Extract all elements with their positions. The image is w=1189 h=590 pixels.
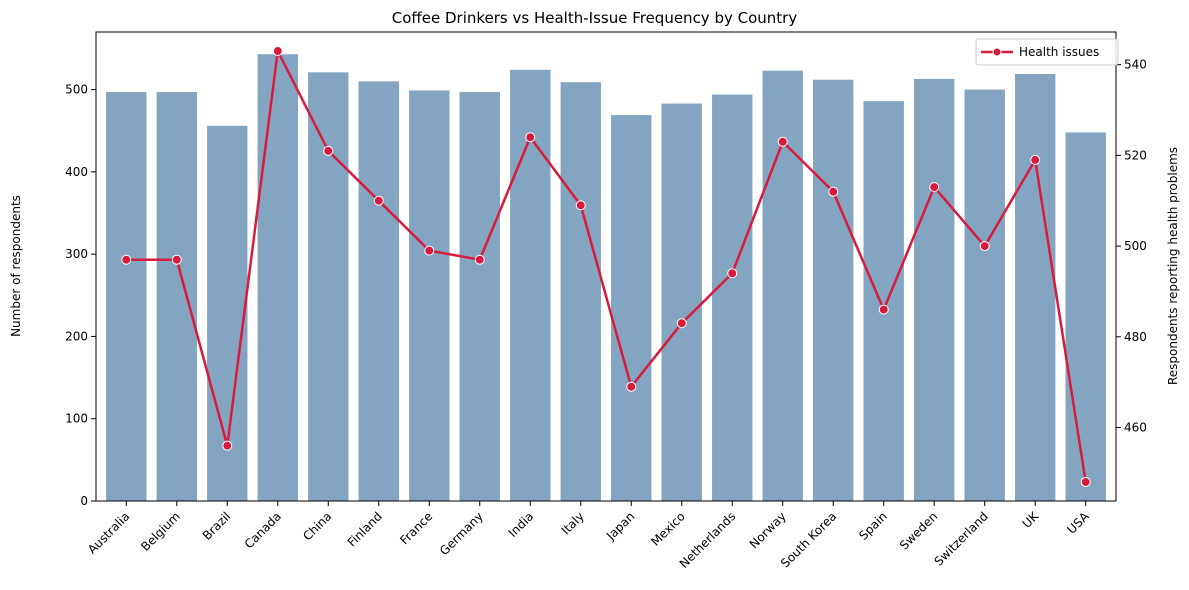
health-issues-point-china	[323, 145, 334, 156]
bar-japan	[611, 115, 652, 501]
y-tick-label: 400	[65, 165, 88, 179]
x-tick-label: India	[506, 509, 537, 540]
x-tick-label: Finland	[345, 509, 385, 549]
health-issues-point-india	[525, 132, 536, 143]
bar-switzerland	[964, 89, 1005, 501]
y-tick-label: 100	[65, 412, 88, 426]
x-tick-label: Switzerland	[931, 509, 990, 568]
bar-germany	[459, 92, 500, 501]
bar-italy	[560, 82, 601, 501]
bar-australia	[106, 92, 147, 501]
health-issues-point-canada	[272, 46, 283, 57]
health-issues-point-uk	[1030, 154, 1041, 165]
health-issues-point-mexico	[676, 318, 687, 329]
x-tick-label: Australia	[85, 509, 132, 556]
health-issues-point-belgium	[171, 254, 182, 265]
health-issues-point-france	[424, 245, 435, 256]
x-tick-label: Norway	[747, 509, 789, 551]
y2-tick-label: 480	[1124, 330, 1147, 344]
bar-uk	[1015, 73, 1056, 502]
y-tick-label: 500	[65, 83, 88, 97]
bar-norway	[762, 70, 803, 502]
health-issues-point-japan	[626, 381, 637, 392]
x-tick-label: UK	[1020, 508, 1042, 530]
x-tick-label: Japan	[603, 509, 637, 543]
y-tick-label: 0	[80, 494, 88, 508]
x-tick-label: Brazil	[200, 509, 234, 543]
bar-belgium	[156, 92, 197, 501]
health-issues-point-sweden	[929, 182, 940, 193]
health-issues-point-usa	[1080, 476, 1091, 487]
bar-mexico	[661, 103, 702, 501]
x-tick-label: Belgium	[138, 509, 183, 554]
health-issues-point-germany	[474, 254, 485, 265]
health-issues-point-switzerland	[979, 241, 990, 252]
y2-tick-label: 540	[1124, 58, 1147, 72]
bar-usa	[1065, 132, 1106, 501]
x-tick-label: USA	[1064, 509, 1092, 537]
bar-china	[308, 72, 349, 501]
health-issues-point-finland	[373, 195, 384, 206]
y-tick-label: 200	[65, 329, 88, 343]
health-issues-point-south-korea	[828, 186, 839, 197]
legend-marker-swatch	[992, 47, 1002, 57]
bar-canada	[257, 54, 298, 501]
x-tick-label: Italy	[559, 509, 587, 537]
x-tick-label: Mexico	[648, 509, 688, 549]
bar-france	[409, 90, 450, 502]
x-tick-label: China	[300, 509, 334, 543]
x-tick-label: Germany	[437, 509, 486, 558]
x-tick-label: France	[397, 509, 435, 547]
bar-netherlands	[712, 94, 753, 501]
health-issues-point-spain	[878, 304, 889, 315]
legend-label: Health issues	[1019, 45, 1099, 59]
x-tick-label: Spain	[856, 509, 890, 543]
health-issues-point-netherlands	[727, 268, 738, 279]
line-layer	[121, 46, 1091, 487]
health-issues-point-brazil	[222, 440, 233, 451]
legend: Health issues	[975, 38, 1119, 66]
plot-frame	[95, 31, 1117, 502]
y2-tick-label: 520	[1124, 148, 1147, 162]
bar-sweden	[914, 78, 955, 502]
bar-spain	[863, 101, 904, 502]
x-tick-label: Sweden	[897, 509, 940, 552]
bars-layer	[106, 54, 1106, 502]
y-axis-title: Number of respondents	[9, 195, 23, 337]
health-issues-point-australia	[121, 254, 132, 265]
health-issues-point-norway	[777, 136, 788, 147]
bar-finland	[358, 81, 399, 502]
y2-axis-title: Respondents reporting health problems	[1166, 147, 1180, 385]
bar-south-korea	[813, 79, 854, 501]
health-issues-line	[126, 49, 1087, 483]
chart-title: Coffee Drinkers vs Health-Issue Frequenc…	[392, 9, 798, 27]
y2-tick-label: 460	[1124, 421, 1147, 435]
x-tick-label: Canada	[242, 509, 284, 551]
health-issues-point-italy	[575, 200, 586, 211]
y2-tick-label: 500	[1124, 239, 1147, 253]
y-tick-label: 300	[65, 247, 88, 261]
legend-box	[975, 38, 1119, 66]
